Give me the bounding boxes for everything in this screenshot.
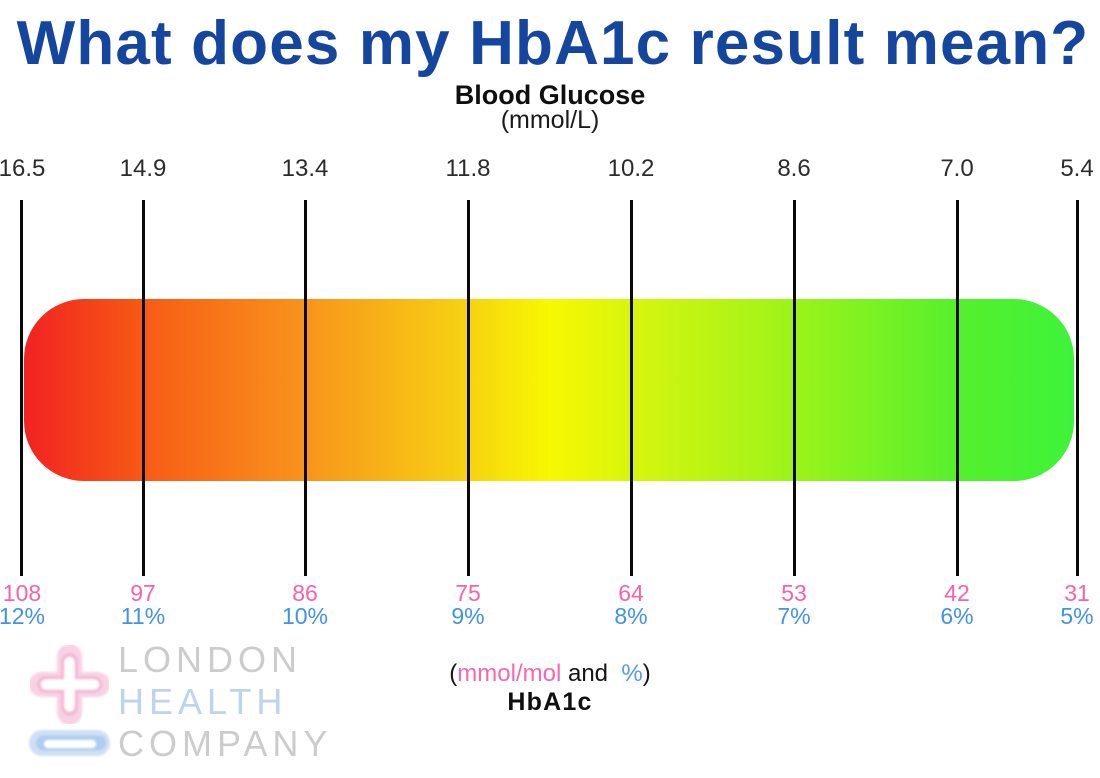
svg-text:LONDON: LONDON [118,639,302,680]
svg-text:HEALTH: HEALTH [118,681,287,722]
svg-text:COMPANY: COMPANY [118,723,332,764]
